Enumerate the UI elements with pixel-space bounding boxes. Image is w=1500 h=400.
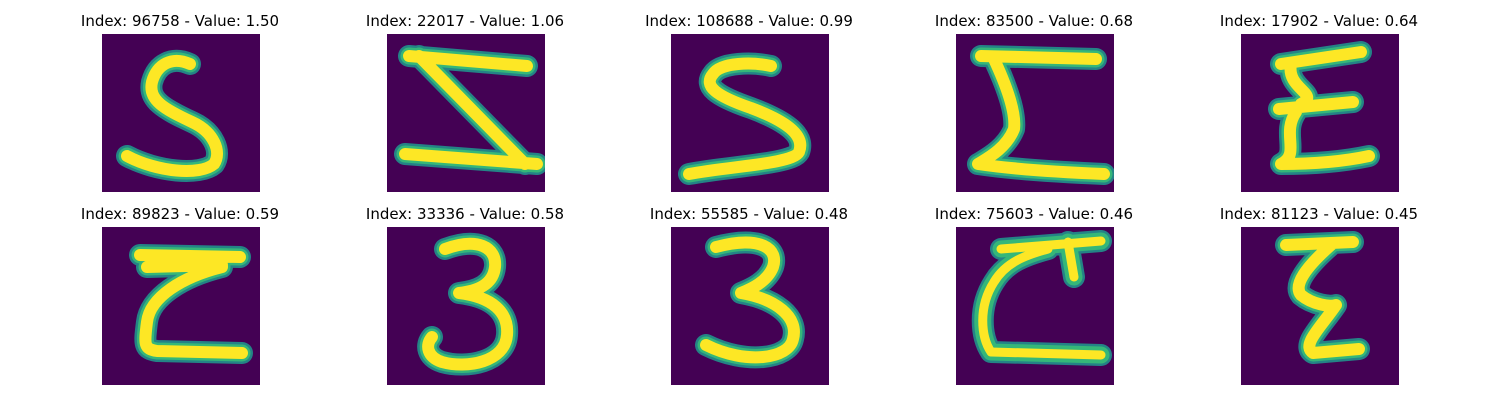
panel-8: Index: 55585 - Value: 0.48 xyxy=(599,205,899,395)
panel-title: Index: 108688 - Value: 0.99 xyxy=(645,12,853,30)
glyph-z-bar-shape xyxy=(129,244,253,364)
glyph-xi-shape xyxy=(1268,41,1380,175)
glyph-image xyxy=(956,227,1114,385)
glyph-c-cross-shape xyxy=(971,230,1112,366)
glyph-three-shape-bold xyxy=(695,231,805,369)
panel-10: Index: 81123 - Value: 0.45 xyxy=(1169,205,1469,395)
glyph-image xyxy=(387,227,545,385)
panel-6: Index: 89823 - Value: 0.59 xyxy=(30,205,330,395)
glyph-five-shape xyxy=(116,49,228,182)
panel-title: Index: 83500 - Value: 0.68 xyxy=(934,12,1134,30)
glyph-image xyxy=(1241,227,1399,385)
glyph-image xyxy=(1241,34,1399,192)
glyph-image xyxy=(671,227,829,385)
panel-title: Index: 22017 - Value: 1.06 xyxy=(365,12,565,30)
panel-title: Index: 17902 - Value: 0.64 xyxy=(1219,12,1419,30)
glyph-image xyxy=(102,227,260,385)
glyph-image xyxy=(387,34,545,192)
panel-5: Index: 17902 - Value: 0.64 xyxy=(1169,12,1469,202)
panel-title: Index: 96758 - Value: 1.50 xyxy=(80,12,280,30)
glyph-sigma-shape xyxy=(967,45,1114,185)
panel-7: Index: 33336 - Value: 0.58 xyxy=(315,205,615,395)
glyph-zeta-shape xyxy=(1275,231,1370,364)
panel-9: Index: 75603 - Value: 0.46 xyxy=(884,205,1184,395)
glyph-z-shape xyxy=(394,45,545,175)
panel-2: Index: 22017 - Value: 1.06 xyxy=(315,12,615,202)
panel-title: Index: 55585 - Value: 0.48 xyxy=(649,205,849,223)
panel-4: Index: 83500 - Value: 0.68 xyxy=(884,12,1184,202)
panel-title: Index: 75603 - Value: 0.46 xyxy=(934,205,1134,223)
glyph-image xyxy=(956,34,1114,192)
glyph-three-shape xyxy=(417,232,519,376)
panel-1: Index: 96758 - Value: 1.50 xyxy=(30,12,330,202)
panel-title: Index: 33336 - Value: 0.58 xyxy=(365,205,565,223)
panel-title: Index: 89823 - Value: 0.59 xyxy=(80,205,280,223)
glyph-s-shape xyxy=(678,52,812,185)
panel-3: Index: 108688 - Value: 0.99 xyxy=(599,12,899,202)
glyph-image xyxy=(102,34,260,192)
glyph-image xyxy=(671,34,829,192)
panel-title: Index: 81123 - Value: 0.45 xyxy=(1219,205,1419,223)
